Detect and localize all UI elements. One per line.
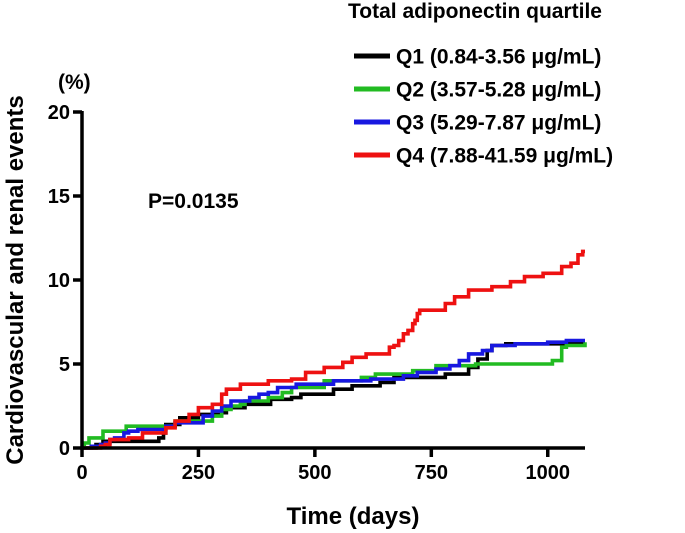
series-line-q2 <box>82 342 587 450</box>
legend-label-q2: Q2 (3.57-5.28 μg/mL) <box>396 79 601 102</box>
p-value-annotation: P=0.0135 <box>148 190 239 213</box>
y-tick-label: 20 <box>48 102 70 124</box>
x-tick-label: 750 <box>415 462 448 484</box>
y-tick-label: 10 <box>48 270 70 292</box>
x-tick-label: 1000 <box>525 462 570 484</box>
ticks-group: 0 5 10 15 20 0 250 500 750 1000 <box>48 102 570 484</box>
series-group <box>82 249 587 450</box>
x-axis-title: Time (days) <box>287 503 420 530</box>
series-line-q3 <box>82 338 585 450</box>
x-tick-label: 500 <box>298 462 331 484</box>
legend-title: Total adiponectin quartile <box>348 0 602 23</box>
x-tick-label: 250 <box>182 462 215 484</box>
y-unit-label: (%) <box>58 71 91 94</box>
legend-label-q3: Q3 (5.29-7.87 μg/mL) <box>396 112 601 135</box>
legend-label-q1: Q1 (0.84-3.56 μg/mL) <box>396 46 601 69</box>
x-tick-label: 0 <box>76 462 87 484</box>
legend: Total adiponectin quartile Q1 (0.84-3.56… <box>348 0 613 168</box>
y-axis-title: Cardiovascular and renal events <box>2 95 29 465</box>
y-tick-label: 0 <box>59 438 70 460</box>
y-tick-label: 5 <box>59 354 70 376</box>
legend-label-q4: Q4 (7.88-41.59 μg/mL) <box>396 145 613 168</box>
y-tick-label: 15 <box>48 186 70 208</box>
series-line-q4 <box>82 249 585 450</box>
